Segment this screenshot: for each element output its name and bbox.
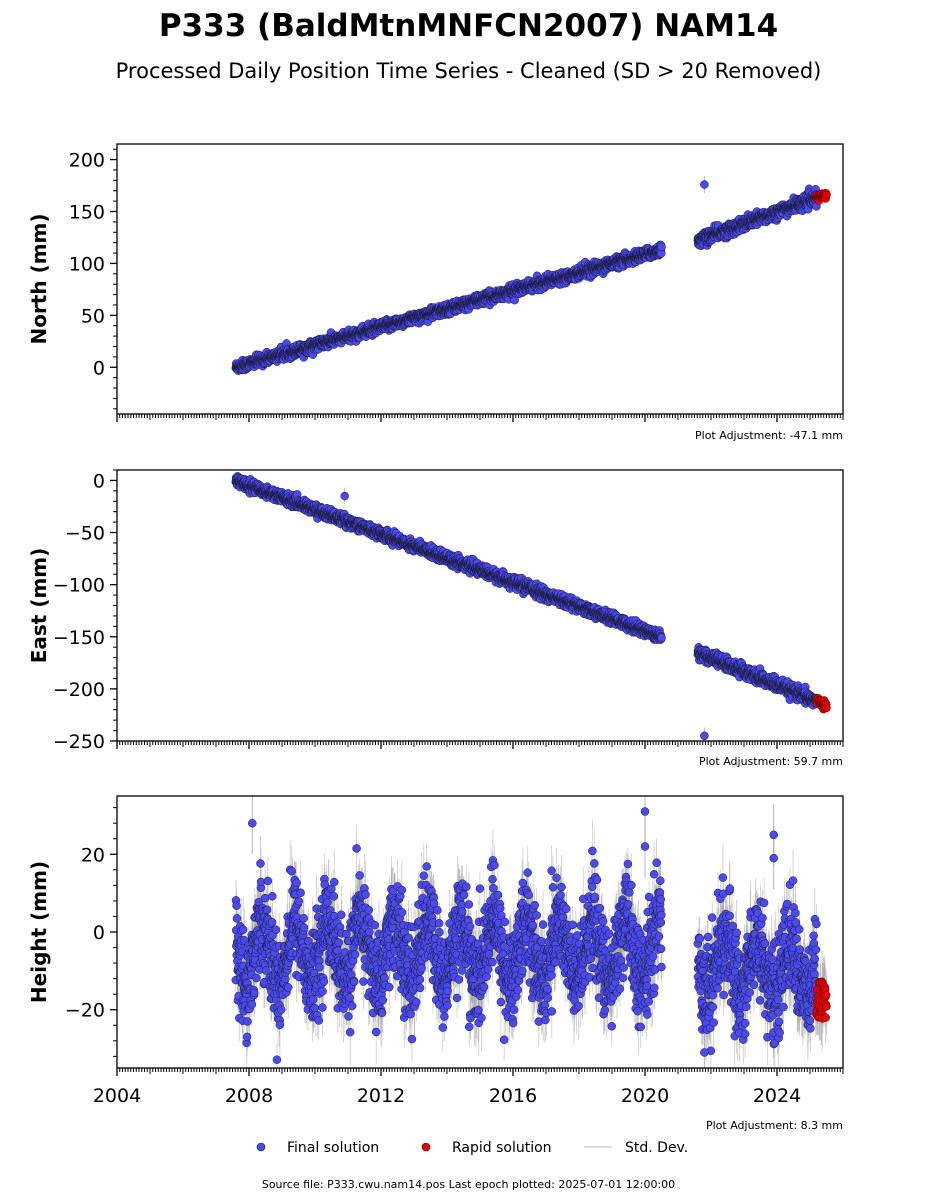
plot-area-north <box>231 176 831 375</box>
points-north <box>231 180 831 375</box>
chart-title: P333 (BaldMtnMNFCN2007) NAM14 <box>159 8 778 44</box>
chart-subtitle: Processed Daily Position Time Series - C… <box>116 59 822 83</box>
